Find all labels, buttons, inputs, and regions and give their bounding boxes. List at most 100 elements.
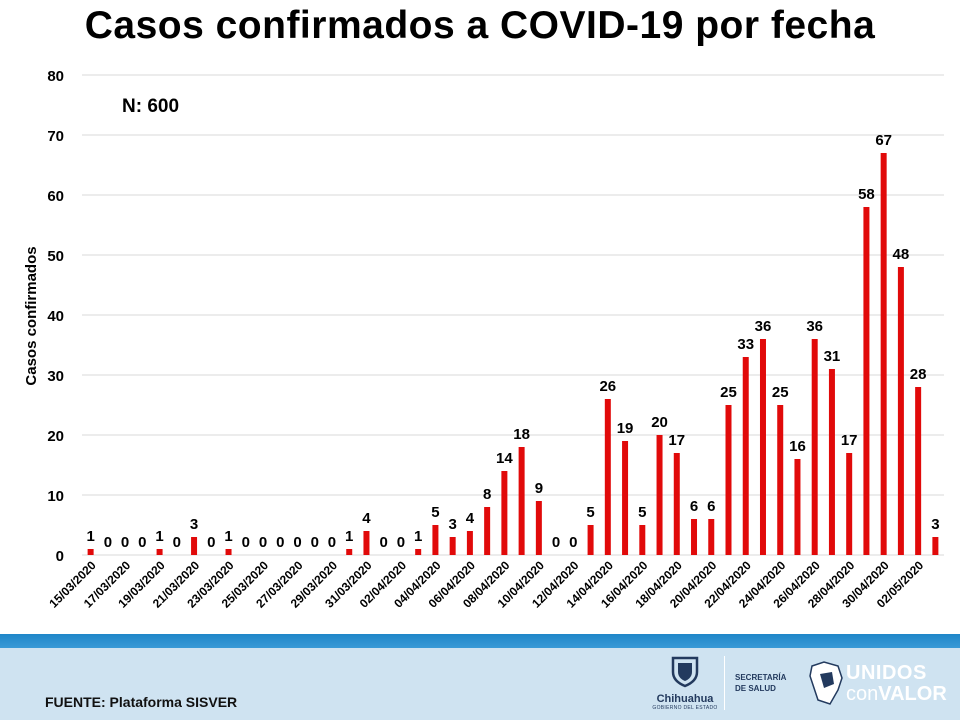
- data-label: 16: [789, 438, 806, 455]
- y-tick-label: 20: [47, 428, 64, 445]
- bar: [87, 549, 94, 555]
- bar: [811, 339, 818, 555]
- y-tick-label: 50: [47, 248, 64, 265]
- y-tick-label: 40: [47, 308, 64, 325]
- state-subtitle: GOBIERNO DEL ESTADO: [652, 705, 718, 711]
- bar: [191, 537, 198, 555]
- page-title: Casos confirmados a COVID-19 por fecha: [84, 4, 876, 47]
- data-label: 48: [893, 246, 910, 263]
- data-label: 1: [224, 528, 232, 545]
- state-map-icon: [809, 661, 843, 705]
- data-label: 0: [328, 534, 336, 551]
- data-label: 25: [720, 384, 737, 401]
- data-label: 17: [668, 432, 685, 449]
- data-label: 25: [772, 384, 789, 401]
- y-tick-label: 80: [47, 68, 64, 85]
- data-label: 0: [276, 534, 284, 551]
- data-label: 0: [311, 534, 319, 551]
- footer-band: [0, 634, 960, 648]
- data-label: 6: [690, 498, 698, 515]
- y-tick-label: 30: [47, 368, 64, 385]
- data-label: 36: [755, 318, 772, 335]
- bar: [156, 549, 163, 555]
- data-label: 33: [737, 336, 754, 353]
- y-axis-label: Casos confirmados: [23, 246, 40, 385]
- data-label: 31: [824, 348, 841, 365]
- y-tick-label: 60: [47, 188, 64, 205]
- data-label: 5: [431, 504, 439, 521]
- bar: [604, 399, 611, 555]
- data-label: 0: [259, 534, 267, 551]
- data-label: 6: [707, 498, 715, 515]
- data-label: 8: [483, 486, 491, 503]
- bar: [725, 405, 732, 555]
- data-label: 0: [380, 534, 388, 551]
- bar: [932, 537, 939, 555]
- bar: [691, 519, 698, 555]
- bar: [535, 501, 542, 555]
- bar: [880, 153, 887, 555]
- data-label: 0: [552, 534, 560, 551]
- bar: [708, 519, 715, 555]
- data-label: 36: [806, 318, 823, 335]
- secretaria-logo: SECRETARÍA DE SALUD: [735, 672, 786, 694]
- bar: [863, 207, 870, 555]
- data-label: 28: [910, 366, 927, 383]
- bar: [484, 507, 491, 555]
- source-text: FUENTE: Plataforma SISVER: [45, 694, 238, 710]
- data-label: 0: [293, 534, 301, 551]
- bar: [673, 453, 680, 555]
- state-name: Chihuahua: [656, 693, 714, 705]
- data-label: 1: [345, 528, 353, 545]
- bar: [346, 549, 353, 555]
- bar: [225, 549, 232, 555]
- data-label: 1: [86, 528, 94, 545]
- bar: [915, 387, 922, 555]
- data-label: 0: [569, 534, 577, 551]
- bar: [449, 537, 456, 555]
- data-label: 0: [397, 534, 405, 551]
- bar: [656, 435, 663, 555]
- data-label: 3: [448, 516, 456, 533]
- data-label: 3: [190, 516, 198, 533]
- bar: [777, 405, 784, 555]
- secretaria-line1: SECRETARÍA: [735, 673, 787, 682]
- y-axis-ticks: 0 10 20 30 40 50 60 70 80: [47, 68, 64, 565]
- data-label: 14: [496, 450, 513, 467]
- bar: [846, 453, 853, 555]
- bar: [466, 531, 473, 555]
- secretaria-line2: DE SALUD: [735, 684, 776, 693]
- sample-size-annotation: N: 600: [122, 96, 179, 117]
- data-label: 26: [599, 378, 616, 395]
- y-tick-label: 70: [47, 128, 64, 145]
- data-label: 1: [414, 528, 422, 545]
- bar: [415, 549, 422, 555]
- data-label: 58: [858, 186, 875, 203]
- data-label: 0: [104, 534, 112, 551]
- bar: [622, 441, 629, 555]
- logo-divider: [724, 656, 725, 710]
- footer-panel: FUENTE: Plataforma SISVER: [0, 648, 960, 720]
- data-label: 18: [513, 426, 530, 443]
- x-axis-ticks: 15/03/202017/03/202019/03/202021/03/2020…: [46, 558, 926, 611]
- bar: [794, 459, 801, 555]
- bar: [501, 471, 508, 555]
- data-label: 67: [875, 132, 892, 149]
- bar: [363, 531, 370, 555]
- data-label: 1: [155, 528, 163, 545]
- y-tick-label: 0: [56, 548, 64, 565]
- data-label: 0: [207, 534, 215, 551]
- data-label: 20: [651, 414, 668, 431]
- data-label: 5: [586, 504, 594, 521]
- data-label: 17: [841, 432, 858, 449]
- data-label: 5: [638, 504, 646, 521]
- bar: [742, 357, 749, 555]
- bars: [87, 153, 939, 555]
- state-shield-icon: [671, 656, 699, 688]
- slogan-valor: VALOR: [878, 683, 947, 705]
- data-label: 4: [362, 510, 371, 527]
- bar: [639, 525, 646, 555]
- data-label: 0: [242, 534, 250, 551]
